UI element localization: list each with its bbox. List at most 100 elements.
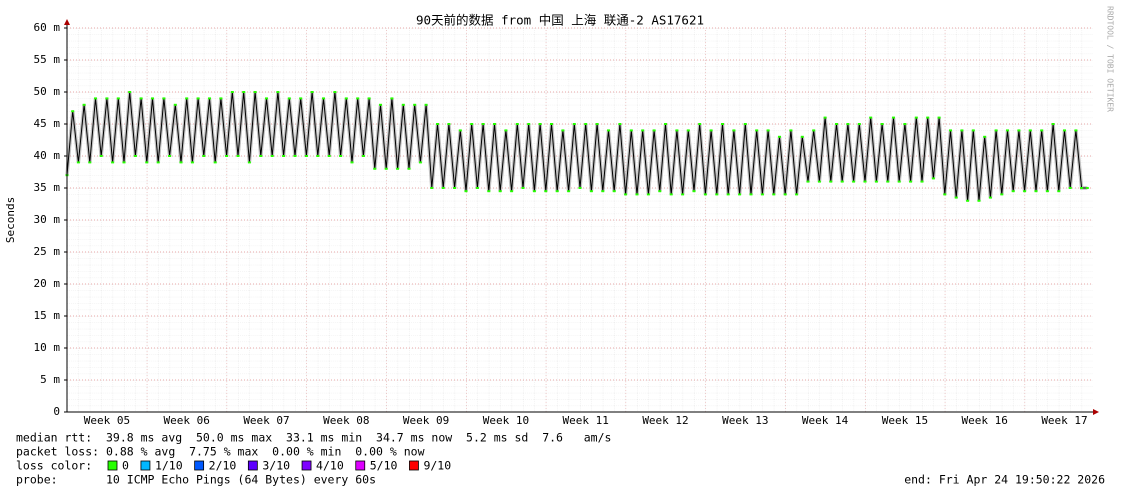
median-marker xyxy=(738,193,742,196)
median-marker xyxy=(470,123,474,125)
median-marker xyxy=(213,161,217,164)
median-marker xyxy=(401,103,405,106)
loss-label: 4/10 xyxy=(316,459,344,473)
median-marker xyxy=(1000,193,1004,196)
y-tick-label: 35 m xyxy=(34,181,61,194)
median-marker xyxy=(1023,190,1027,193)
median-marker xyxy=(390,97,394,100)
median-marker xyxy=(886,180,890,183)
median-marker xyxy=(356,97,360,100)
median-marker xyxy=(966,199,970,202)
loss-label: 0 xyxy=(122,459,129,473)
median-marker xyxy=(800,135,804,138)
loss-label: 2/10 xyxy=(209,459,237,473)
loss-swatch xyxy=(140,460,151,471)
x-tick-label: Week 06 xyxy=(164,414,210,427)
median-marker xyxy=(641,129,645,132)
median-marker xyxy=(544,190,548,193)
median-marker xyxy=(339,155,343,157)
median-marker xyxy=(276,91,280,93)
median-marker xyxy=(692,190,696,193)
median-marker xyxy=(88,161,92,164)
median-marker xyxy=(327,155,331,157)
median-marker xyxy=(578,187,582,189)
median-marker xyxy=(1057,190,1061,193)
median-marker xyxy=(441,187,445,189)
median-marker xyxy=(601,190,605,193)
median-marker xyxy=(287,97,291,100)
median-marker xyxy=(852,180,856,183)
median-marker xyxy=(584,123,588,125)
median-marker xyxy=(521,187,525,189)
median-marker xyxy=(612,190,616,193)
y-tick-label: 40 m xyxy=(34,149,61,162)
loss-title: loss color: xyxy=(16,459,92,473)
median-marker xyxy=(527,123,531,125)
x-tick-label: Week 08 xyxy=(323,414,369,427)
median-marker xyxy=(447,123,451,125)
median-marker xyxy=(943,193,947,196)
median-marker xyxy=(1068,187,1072,189)
median-marker xyxy=(304,155,308,157)
median-marker xyxy=(1017,129,1021,132)
median-marker xyxy=(230,91,234,93)
median-marker xyxy=(310,91,314,93)
median-marker xyxy=(481,123,485,125)
loss-swatch xyxy=(194,460,205,471)
median-marker xyxy=(475,187,479,189)
median-marker xyxy=(139,97,143,100)
median-marker xyxy=(202,155,206,157)
median-marker xyxy=(698,123,702,125)
median-marker xyxy=(424,103,428,106)
y-tick-label: 50 m xyxy=(34,85,61,98)
median-marker xyxy=(242,91,246,93)
median-marker xyxy=(361,155,365,157)
median-marker xyxy=(1051,123,1055,125)
y-axis-title: Seconds xyxy=(4,197,17,243)
median-marker xyxy=(436,123,439,125)
median-marker xyxy=(173,103,177,106)
median-marker xyxy=(903,123,907,125)
median-marker xyxy=(196,97,200,100)
median-marker xyxy=(1040,129,1044,132)
median-marker xyxy=(407,167,411,170)
median-marker xyxy=(464,190,468,193)
median-marker xyxy=(778,135,781,138)
median-marker xyxy=(179,161,183,164)
stats-line: median rtt: 39.8 ms avg 50.0 ms max 33.1… xyxy=(16,431,611,445)
median-marker xyxy=(629,129,633,132)
median-marker xyxy=(190,161,194,164)
watermark: RRDTOOL / TOBI OETIKER xyxy=(1106,6,1115,112)
median-marker xyxy=(795,193,799,196)
median-marker xyxy=(863,180,867,183)
median-marker xyxy=(128,91,132,93)
median-marker xyxy=(561,129,565,132)
median-marker xyxy=(954,196,958,199)
median-marker xyxy=(715,193,719,196)
x-tick-label: Week 14 xyxy=(802,414,849,427)
median-marker xyxy=(709,129,713,132)
probe: probe: 10 ICMP Echo Pings (64 Bytes) eve… xyxy=(16,473,376,487)
median-marker xyxy=(789,129,793,132)
median-marker xyxy=(977,199,981,202)
loss-swatch xyxy=(107,460,118,471)
median-marker xyxy=(510,190,514,193)
median-marker xyxy=(931,177,935,180)
median-marker xyxy=(504,129,508,132)
chart-title: 90天前的数据 from 中国 上海 联通-2 AS17621 xyxy=(416,13,704,28)
median-marker xyxy=(983,135,987,138)
median-marker xyxy=(259,155,263,157)
median-marker xyxy=(840,180,844,183)
median-marker xyxy=(920,180,924,183)
median-marker xyxy=(732,129,736,132)
median-marker xyxy=(322,97,325,100)
median-marker xyxy=(909,180,913,183)
y-tick-label: 30 m xyxy=(34,213,61,226)
median-marker xyxy=(646,193,650,196)
median-marker xyxy=(487,190,491,193)
median-marker xyxy=(236,155,240,157)
median-marker xyxy=(635,193,639,196)
median-marker xyxy=(681,193,685,196)
y-tick-label: 20 m xyxy=(34,277,61,290)
median-marker xyxy=(726,193,730,196)
